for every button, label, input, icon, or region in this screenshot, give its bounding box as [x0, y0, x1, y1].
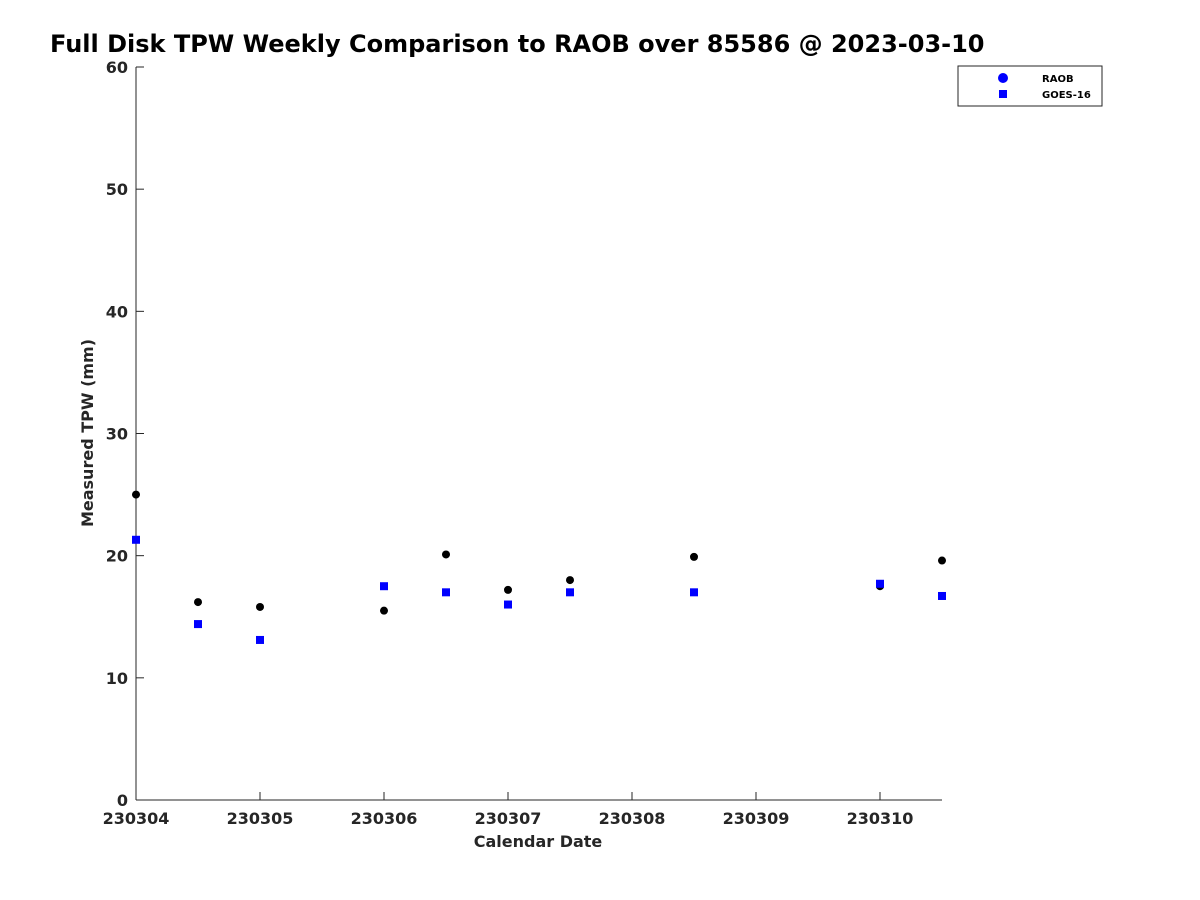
raob-point — [690, 552, 698, 561]
chart-title: Full Disk TPW Weekly Comparison to RAOB … — [50, 30, 985, 58]
y-tick-label: 30 — [106, 425, 128, 444]
goes-16-point — [132, 535, 140, 544]
legend-label: GOES-16 — [1042, 90, 1091, 101]
x-tick-label: 230306 — [351, 809, 418, 828]
goes-16-point — [690, 588, 698, 597]
x-tick-label: 230308 — [599, 809, 666, 828]
goes-16-point — [938, 591, 946, 600]
goes-16-point — [504, 600, 512, 609]
raob-point — [380, 606, 388, 615]
legend-box — [957, 65, 1103, 107]
goes-16-point — [194, 620, 202, 629]
raob-point — [566, 576, 574, 585]
y-axis-ticks: 0 10 20 30 40 50 60 — [106, 58, 144, 810]
goes-16-point — [256, 635, 264, 644]
y-tick-label: 20 — [106, 547, 128, 566]
raob-point — [938, 556, 946, 565]
raob-point — [194, 598, 202, 607]
x-axis-ticks: 230304 230305 230306 230307 230308 230309 2303… — [103, 792, 914, 828]
legend: RAOB GOES-16 — [957, 65, 1103, 107]
axes — [135, 67, 942, 801]
goes-16-point — [876, 579, 884, 588]
y-tick-label: 50 — [106, 180, 128, 199]
legend-label: RAOB — [1042, 74, 1074, 85]
y-tick-label: 10 — [106, 669, 128, 688]
y-tick-label: 0 — [117, 791, 128, 810]
x-tick-label: 230304 — [103, 809, 170, 828]
raob-point — [442, 550, 450, 559]
legend-marker-raob — [998, 73, 1008, 83]
y-axis-label: Measured TPW (mm) — [78, 339, 97, 527]
goes-16-point — [380, 582, 388, 591]
raob-point — [256, 602, 264, 611]
x-tick-label: 230307 — [475, 809, 542, 828]
series-raob — [132, 490, 946, 615]
goes-16-point — [566, 588, 574, 597]
raob-point — [504, 585, 512, 594]
data-points — [132, 490, 946, 644]
y-tick-label: 60 — [106, 58, 128, 77]
raob-point — [132, 490, 140, 499]
x-axis-label: Calendar Date — [474, 832, 603, 851]
series-goes-16 — [132, 535, 946, 644]
goes-16-point — [442, 588, 450, 597]
x-tick-label: 230310 — [847, 809, 914, 828]
x-tick-label: 230305 — [227, 809, 294, 828]
x-tick-label: 230309 — [723, 809, 790, 828]
y-tick-label: 40 — [106, 302, 128, 321]
legend-marker-goes-16 — [999, 90, 1007, 98]
